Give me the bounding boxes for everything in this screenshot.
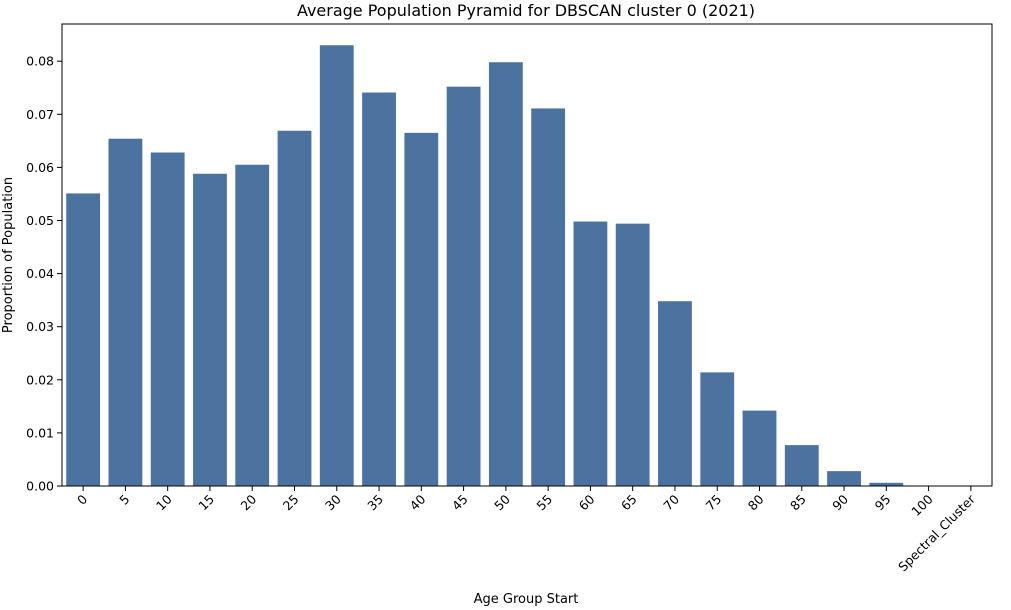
x-tick-label: 30 — [322, 491, 344, 513]
bar-35 — [362, 92, 396, 486]
bar-0 — [66, 193, 101, 486]
y-tick-label: 0.00 — [26, 479, 54, 494]
x-tick-label: 75 — [702, 492, 724, 514]
plot-frame — [61, 23, 993, 487]
bar-15 — [193, 173, 227, 486]
y-tick-label: 0.05 — [26, 213, 54, 228]
x-tick-label: 5 — [116, 492, 132, 508]
x-tick-label: 95 — [872, 492, 894, 514]
x-tick-label: 90 — [829, 491, 851, 513]
bar-30 — [319, 45, 354, 487]
bar-20 — [235, 164, 270, 486]
x-tick-label: 100 — [908, 491, 936, 519]
y-tick-label: 0.01 — [26, 425, 54, 440]
bar-80 — [742, 410, 777, 486]
bar-40 — [404, 132, 439, 487]
x-tick-label: 45 — [449, 492, 471, 514]
x-axis-label: Age Group Start — [474, 592, 579, 607]
bar-75 — [700, 372, 735, 486]
bar-50 — [488, 62, 523, 486]
bar-85 — [784, 445, 819, 486]
y-tick-label: 0.04 — [26, 266, 54, 281]
x-tick-label: 40 — [407, 491, 429, 513]
x-tick-label: 20 — [237, 491, 259, 513]
bar-60 — [573, 221, 608, 487]
bars-group — [66, 45, 904, 487]
bar-95 — [869, 482, 904, 486]
x-tick-label: 15 — [195, 492, 217, 514]
bar-55 — [531, 108, 566, 487]
bar-5 — [108, 138, 143, 486]
x-tick-label: 35 — [364, 492, 386, 514]
y-tick-label: 0.03 — [26, 319, 54, 334]
y-axis-label: Proportion of Population — [1, 177, 16, 333]
y-tick-label: 0.02 — [26, 372, 54, 387]
y-tick-label: 0.07 — [26, 107, 54, 122]
y-tick-label: 0.06 — [26, 160, 54, 175]
bar-10 — [150, 152, 185, 486]
bar-70 — [658, 301, 692, 486]
x-tick-label: 55 — [533, 492, 555, 514]
bar-45 — [446, 86, 481, 486]
x-tick-label: 0 — [74, 491, 90, 507]
x-tick-label: Spectral_Cluster — [895, 491, 978, 574]
y-tick-label: 0.08 — [26, 54, 54, 69]
x-tick-label: 85 — [787, 492, 809, 514]
x-tick-label: 65 — [618, 492, 640, 514]
x-tick-label: 50 — [491, 491, 513, 513]
x-tick-label: 25 — [280, 492, 302, 514]
x-tick-label: 10 — [153, 491, 175, 513]
x-tick-label: 80 — [745, 491, 767, 513]
x-tick-label: 70 — [660, 491, 682, 513]
x-tick-label: 60 — [576, 491, 598, 513]
chart-title: Average Population Pyramid for DBSCAN cl… — [297, 1, 755, 20]
bar-90 — [827, 471, 861, 486]
bar-65 — [615, 223, 650, 487]
bar-25 — [277, 130, 312, 487]
